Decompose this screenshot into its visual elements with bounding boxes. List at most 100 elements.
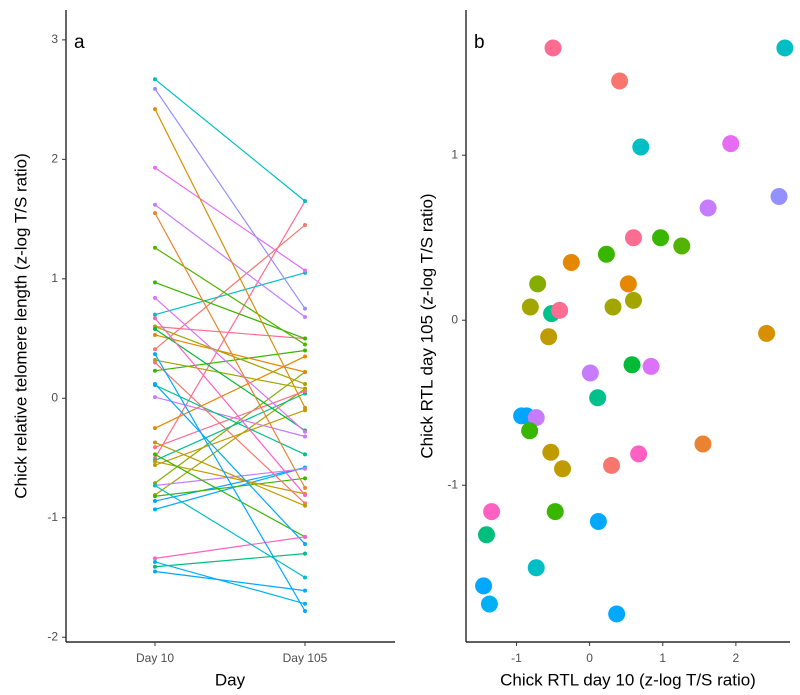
point xyxy=(303,381,307,386)
point xyxy=(153,569,157,574)
point xyxy=(521,298,539,316)
point xyxy=(642,357,660,375)
series-line xyxy=(154,200,306,459)
series-line xyxy=(154,484,306,578)
point xyxy=(624,291,642,309)
point xyxy=(153,360,157,365)
point xyxy=(758,324,776,342)
point xyxy=(632,138,650,156)
point xyxy=(475,577,493,595)
point xyxy=(483,503,501,521)
point xyxy=(699,199,717,217)
point xyxy=(624,229,642,247)
point xyxy=(303,342,307,347)
series-line xyxy=(154,167,306,271)
point xyxy=(303,336,307,341)
series-line xyxy=(154,409,306,466)
point xyxy=(303,223,307,228)
x-tick-label: Day 105 xyxy=(283,651,328,665)
point xyxy=(153,564,157,569)
series-line xyxy=(154,88,306,310)
series-line xyxy=(154,453,306,538)
point xyxy=(153,332,157,337)
point xyxy=(546,503,564,521)
series-line xyxy=(154,561,306,605)
panel-letter: b xyxy=(474,32,485,53)
point xyxy=(153,211,157,216)
series-line xyxy=(154,359,306,390)
point xyxy=(303,534,307,539)
point xyxy=(303,369,307,374)
y-axis-label: Chick RTL day 105 (z-log T/S ratio) xyxy=(417,193,436,458)
point xyxy=(303,429,307,434)
point xyxy=(153,499,157,504)
series-line xyxy=(154,78,306,202)
series-line xyxy=(154,212,306,489)
point xyxy=(303,452,307,457)
point xyxy=(153,395,157,400)
series-line xyxy=(154,108,306,409)
point xyxy=(303,466,307,471)
series-line xyxy=(154,441,306,507)
point xyxy=(776,39,794,57)
series-line xyxy=(154,396,306,438)
point xyxy=(529,275,547,293)
point xyxy=(611,72,629,90)
series-line xyxy=(154,353,306,612)
series-line xyxy=(154,328,306,432)
point xyxy=(770,187,788,205)
series-line xyxy=(154,204,306,318)
point xyxy=(303,588,307,593)
series-line xyxy=(154,247,306,346)
point xyxy=(153,86,157,91)
series-line xyxy=(154,334,306,373)
y-tick-label: 3 xyxy=(51,32,58,46)
point xyxy=(303,354,307,359)
point xyxy=(153,295,157,300)
y-tick-label: 1 xyxy=(451,147,458,161)
point xyxy=(303,315,307,320)
point xyxy=(153,494,157,499)
point xyxy=(608,605,626,623)
series-line xyxy=(154,317,306,496)
point xyxy=(153,316,157,321)
y-tick-label: -1 xyxy=(47,510,58,524)
series-line xyxy=(154,355,306,429)
point xyxy=(153,280,157,285)
point xyxy=(673,237,691,255)
series-line xyxy=(154,536,306,559)
y-tick-label: 2 xyxy=(51,152,58,166)
point xyxy=(153,452,157,457)
point xyxy=(303,199,307,204)
point xyxy=(153,368,157,373)
point xyxy=(153,326,157,331)
series-line xyxy=(154,466,306,510)
point xyxy=(153,463,157,468)
point xyxy=(153,440,157,445)
point xyxy=(542,443,560,461)
point xyxy=(652,229,670,247)
point xyxy=(303,575,307,580)
point xyxy=(303,608,307,613)
point xyxy=(303,551,307,556)
y-axis-label: Chick relative telomere length (z-log T/… xyxy=(11,153,30,499)
point xyxy=(153,426,157,431)
point xyxy=(153,381,157,386)
point xyxy=(153,347,157,352)
point xyxy=(303,601,307,606)
point xyxy=(303,389,307,394)
point xyxy=(153,165,157,170)
y-tick-label: 0 xyxy=(451,312,458,326)
series-line xyxy=(154,349,306,372)
series-line xyxy=(154,570,306,592)
x-tick-label: 2 xyxy=(733,651,740,665)
series-line xyxy=(154,552,306,568)
series-line xyxy=(154,392,306,461)
point xyxy=(153,507,157,512)
point xyxy=(303,306,307,311)
point xyxy=(694,435,712,453)
point xyxy=(544,39,562,57)
point xyxy=(589,389,607,407)
point xyxy=(527,409,545,427)
point xyxy=(597,245,615,263)
